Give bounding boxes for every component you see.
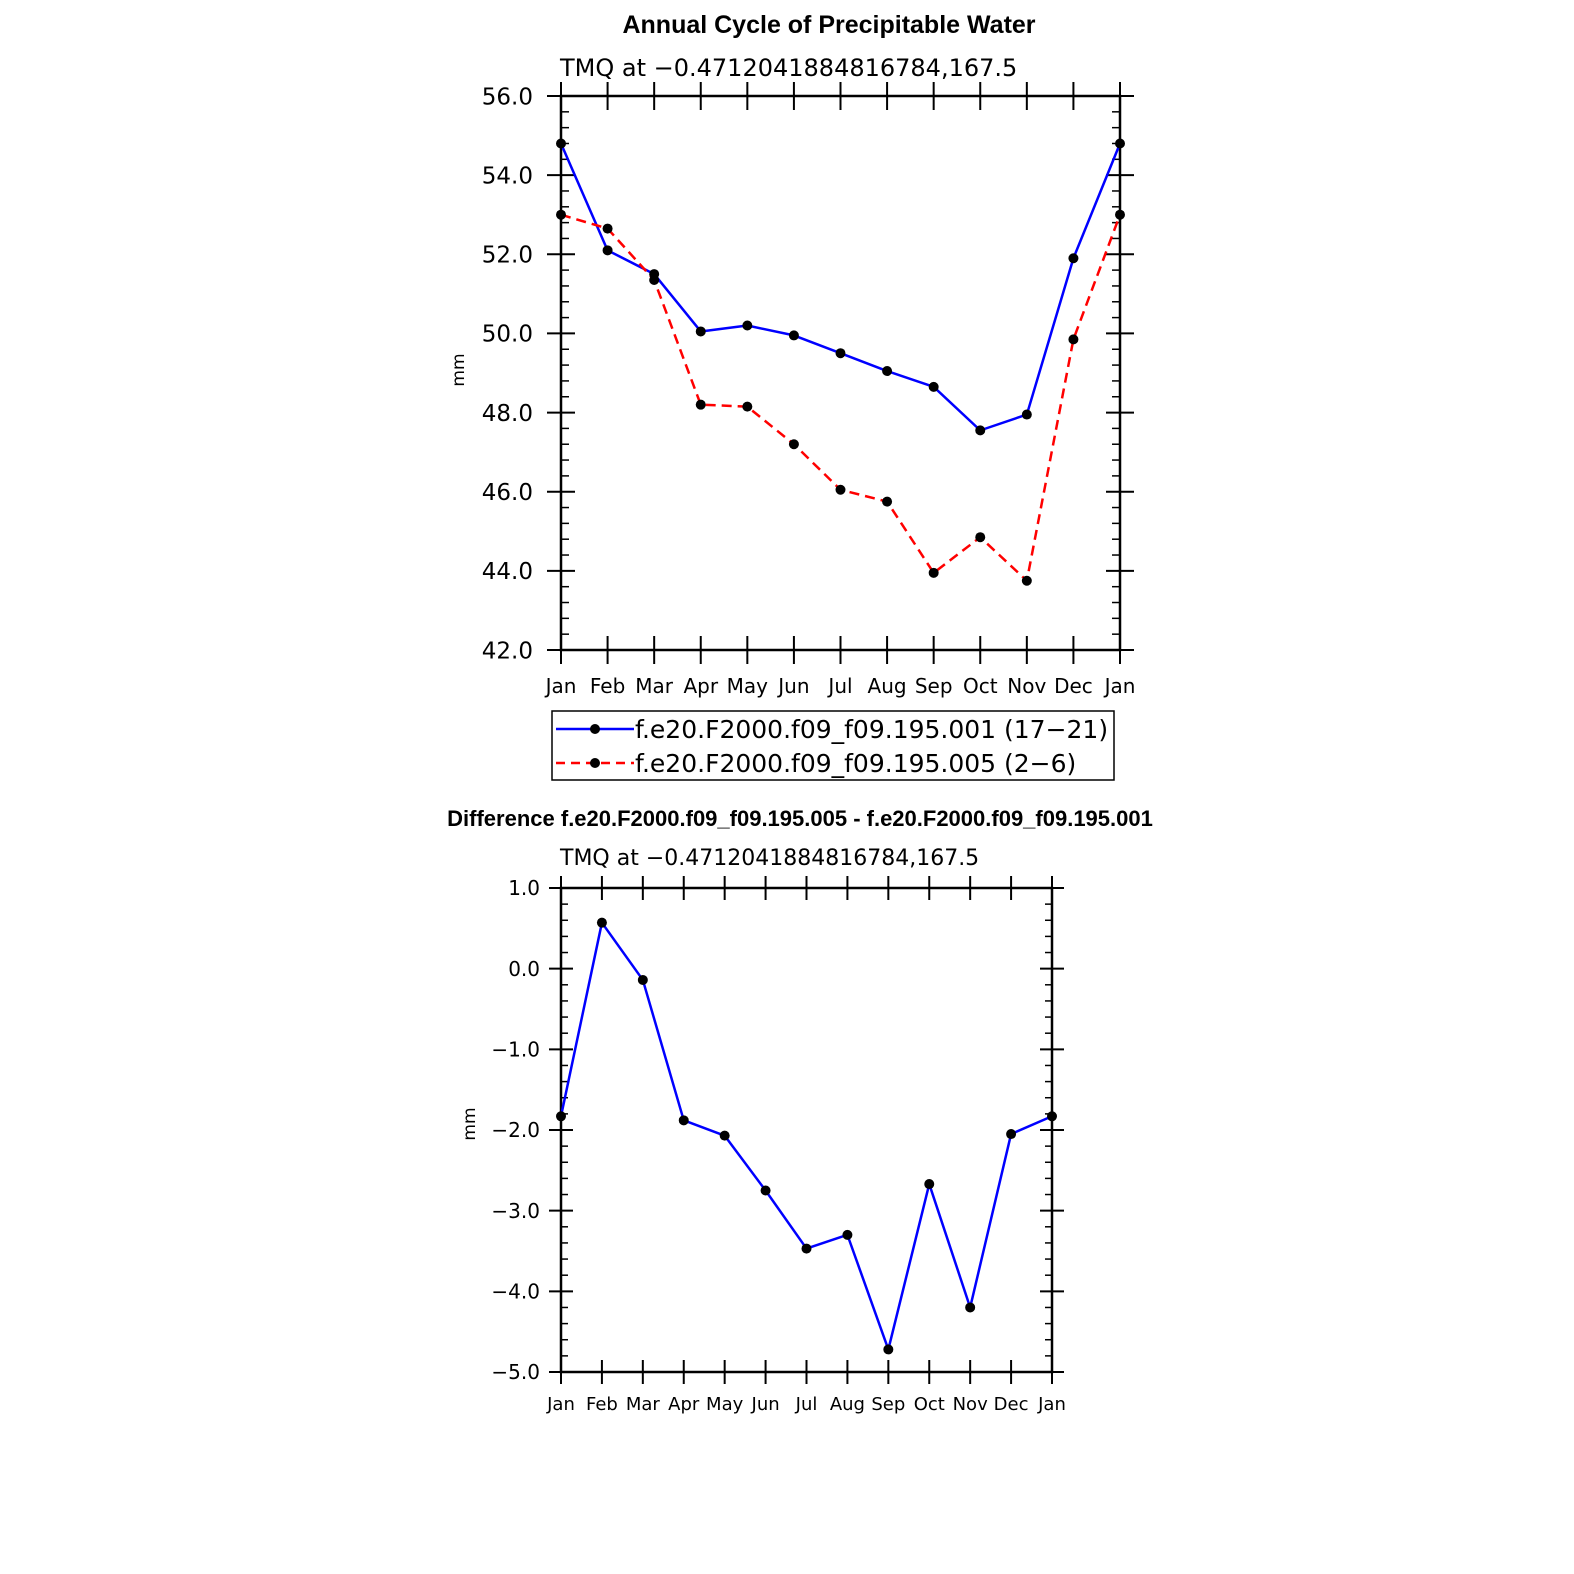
x-tick-label: Jan (1103, 674, 1136, 698)
data-point-series-1 (602, 245, 613, 256)
y-tick-label: 52.0 (482, 243, 533, 269)
data-point-series-1 (719, 1130, 730, 1141)
data-point-series-2 (649, 275, 660, 286)
x-tick-label: Jun (751, 1394, 780, 1415)
data-point-series-1 (742, 320, 753, 331)
x-tick-label: Jan (546, 1394, 575, 1415)
data-point-series-1 (556, 1111, 566, 1122)
data-point-series-2 (882, 496, 893, 507)
data-point-series-1 (924, 1179, 935, 1190)
y-axis-label: mm (460, 1107, 480, 1140)
data-point-series-1 (801, 1243, 812, 1254)
legend-label-series-2: f.e20.F2000.f09_f09.195.005 (2−6) (635, 749, 1076, 778)
series-layer (556, 917, 1057, 1355)
y-tick-label: 56.0 (482, 84, 533, 110)
x-tick-label: Mar (626, 1394, 661, 1415)
legend-marker-series-2 (590, 758, 600, 768)
data-point-series-2 (1021, 575, 1032, 586)
x-tick-label: Jul (826, 674, 852, 698)
data-point-series-2 (975, 532, 986, 543)
chart-subtitle: TMQ at −0.4712041884816784,167.5 (559, 54, 1017, 82)
data-point-series-2 (928, 567, 939, 578)
y-tick-label: −4.0 (491, 1280, 540, 1304)
annual-cycle-chart: Annual Cycle of Precipitable Water TMQ a… (449, 11, 1136, 781)
y-tick-label: 42.0 (482, 638, 533, 664)
x-tick-label: Feb (586, 1394, 618, 1415)
x-tick-label: Sep (871, 1394, 905, 1415)
difference-chart: Difference f.e20.F2000.f09_f09.195.005 -… (447, 806, 1153, 1415)
y-tick-label: −1.0 (491, 1038, 540, 1062)
x-tick-label: Oct (914, 1394, 945, 1415)
y-tick-label: 44.0 (482, 559, 533, 585)
data-point-series-1 (883, 1344, 894, 1355)
y-axis-label: mm (449, 353, 469, 386)
legend: f.e20.F2000.f09_f09.195.001 (17−21) f.e2… (551, 710, 1115, 781)
x-tick-label: Jul (795, 1394, 818, 1415)
x-tick-label: Dec (1054, 674, 1093, 698)
data-point-series-1 (928, 381, 939, 392)
x-tick-label: Aug (830, 1394, 865, 1415)
y-tick-label: −2.0 (491, 1118, 540, 1142)
y-tick-label: 54.0 (482, 163, 533, 189)
data-point-series-1 (1068, 253, 1079, 264)
x-tick-label: Jan (1037, 1394, 1066, 1415)
x-tick-label: Jan (544, 674, 577, 698)
data-point-series-1 (1115, 138, 1125, 149)
data-point-series-2 (602, 223, 613, 234)
legend-label-series-1: f.e20.F2000.f09_f09.195.001 (17−21) (635, 715, 1108, 744)
chart-title: Difference f.e20.F2000.f09_f09.195.005 -… (447, 806, 1153, 831)
data-point-series-1 (842, 1229, 853, 1240)
y-tick-label: −5.0 (491, 1360, 540, 1384)
y-tick-label: 46.0 (482, 480, 533, 506)
plot-frame: 42.0 44.0 46.0 48.0 50.0 52.0 54.0 56.0 Jan Feb Ma… (482, 82, 1136, 698)
x-tick-label: Feb (590, 674, 625, 698)
data-point-series-1 (695, 326, 706, 337)
y-tick-label: 0.0 (508, 957, 540, 981)
x-tick-label: May (727, 674, 769, 698)
data-point-series-1 (965, 1302, 976, 1313)
data-point-series-1 (596, 917, 607, 928)
chart-subtitle: TMQ at −0.4712041884816784,167.5 (559, 846, 979, 871)
data-point-series-2 (1068, 334, 1079, 345)
y-tick-label: 48.0 (482, 401, 533, 427)
x-tick-label: Dec (994, 1394, 1029, 1415)
x-tick-label: Sep (915, 674, 953, 698)
data-point-series-1 (760, 1185, 771, 1196)
legend-box (551, 710, 1115, 781)
data-point-series-2 (742, 401, 753, 412)
data-point-series-2 (556, 209, 566, 220)
x-tick-label: Nov (1007, 674, 1046, 698)
y-tick-label: 50.0 (482, 322, 533, 348)
data-point-series-1 (788, 330, 799, 341)
series-layer (556, 138, 1125, 586)
chart-title: Annual Cycle of Precipitable Water (622, 11, 1035, 39)
data-point-series-1 (1047, 1111, 1057, 1122)
x-tick-label: Nov (953, 1394, 988, 1415)
data-point-series-1 (1006, 1129, 1017, 1140)
data-point-series-2 (788, 439, 799, 450)
x-tick-label: Apr (683, 674, 718, 698)
data-point-series-2 (1115, 209, 1125, 220)
data-point-series-1 (678, 1115, 689, 1126)
data-point-series-1 (637, 974, 648, 985)
x-tick-label: Jun (776, 674, 809, 698)
y-tick-label: 1.0 (508, 876, 540, 900)
x-tick-label: Apr (668, 1394, 700, 1415)
data-point-series-1 (835, 348, 846, 359)
x-tick-label: Oct (963, 674, 998, 698)
data-point-series-1 (1021, 409, 1032, 420)
plot-frame: −5.0 −4.0 −3.0 −2.0 −1.0 0.0 1.0 Jan Feb Mar Apr Ma… (491, 876, 1066, 1415)
data-point-series-1 (975, 425, 986, 436)
legend-marker-series-1 (590, 724, 600, 734)
y-tick-label: −3.0 (491, 1199, 540, 1223)
x-tick-label: Aug (868, 674, 907, 698)
x-tick-label: May (706, 1394, 744, 1415)
x-tick-label: Mar (635, 674, 674, 698)
data-point-series-2 (835, 484, 846, 495)
data-point-series-2 (695, 399, 706, 410)
data-point-series-1 (556, 138, 566, 149)
data-point-series-1 (882, 366, 893, 377)
